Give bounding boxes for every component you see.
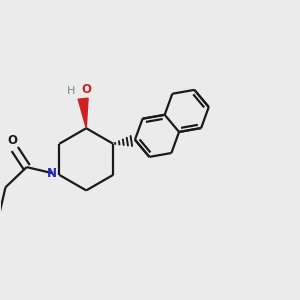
Text: O: O: [81, 83, 91, 97]
Text: H: H: [67, 86, 76, 96]
Polygon shape: [78, 98, 88, 128]
Text: O: O: [7, 134, 17, 147]
Text: N: N: [46, 167, 56, 180]
